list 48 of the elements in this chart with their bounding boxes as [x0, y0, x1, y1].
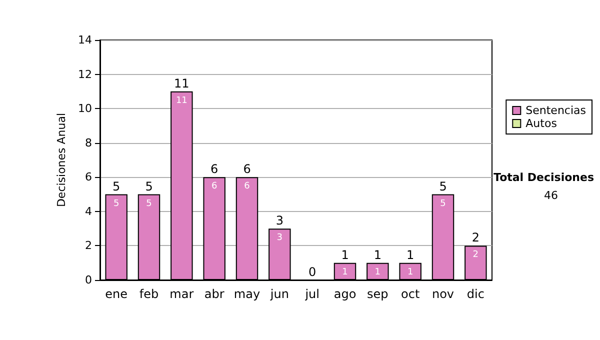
x-tick-label: may — [234, 287, 260, 301]
x-tick-label: dic — [466, 287, 484, 301]
total-label: 1 — [406, 248, 414, 262]
y-tick-label: 6 — [85, 170, 92, 184]
y-tick-label: 10 — [78, 102, 92, 116]
x-tick-label: ago — [334, 287, 356, 301]
total-label: 3 — [276, 214, 284, 228]
x-tick-label: jul — [304, 287, 320, 301]
y-tick-label: 0 — [85, 274, 92, 286]
data-label: 6 — [211, 182, 218, 192]
x-tick-label: nov — [432, 287, 454, 301]
data-label: 11 — [176, 96, 188, 106]
x-tick-label: mar — [170, 287, 194, 301]
x-tick-label: sep — [367, 287, 388, 301]
total-label: 6 — [243, 162, 251, 176]
y-tick-label: 12 — [78, 68, 92, 81]
total-label: 2 — [472, 230, 480, 245]
legend-label: Autos — [526, 117, 558, 130]
text: Total Decisiones — [494, 171, 594, 184]
total-label: 11 — [174, 76, 190, 90]
data-label: 5 — [440, 198, 446, 209]
y-tick-label: 14 — [78, 34, 92, 46]
total-label: 1 — [341, 248, 349, 262]
total-label: 6 — [210, 162, 218, 176]
x-tick-label: oct — [401, 287, 420, 301]
x-tick-label: abr — [204, 287, 224, 301]
y-tick-label: 2 — [85, 239, 92, 252]
total-label: 0 — [308, 265, 316, 279]
data-label: 5 — [113, 198, 120, 209]
total-label: 1 — [374, 248, 382, 262]
x-tick-label: feb — [139, 287, 159, 301]
total-label: 5 — [145, 179, 153, 194]
y-tick-label: 8 — [85, 136, 92, 150]
data-label: 3 — [276, 233, 283, 244]
x-tick-label: ene — [105, 287, 128, 301]
data-label: 1 — [342, 267, 348, 278]
data-label: 1 — [374, 267, 381, 278]
data-label: 6 — [244, 182, 250, 192]
total-label: 5 — [112, 179, 120, 194]
legend-label: Sentencias — [526, 104, 586, 117]
total-label: 5 — [439, 179, 447, 194]
text: 46 — [544, 189, 558, 202]
data-label: 5 — [146, 198, 152, 209]
x-tick-label: jun — [269, 287, 289, 301]
y-axis-title: Decisiones Anual — [55, 112, 68, 208]
y-tick-label: 4 — [85, 204, 92, 218]
data-label: 2 — [472, 250, 479, 260]
data-label: 1 — [407, 267, 414, 278]
